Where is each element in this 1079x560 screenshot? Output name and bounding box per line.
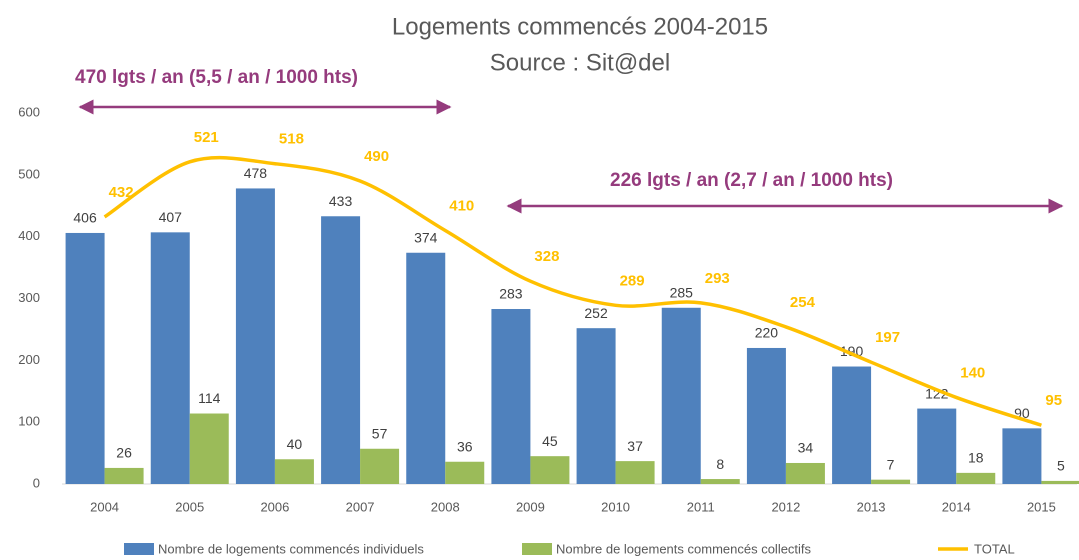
data-label: 433	[329, 193, 353, 209]
bar	[661, 307, 701, 484]
data-label: 254	[790, 294, 816, 311]
bar	[746, 347, 786, 484]
bar	[871, 479, 911, 484]
bar	[321, 216, 361, 485]
data-label: 45	[542, 433, 558, 449]
y-tick-label: 0	[33, 475, 40, 490]
annotation: 226 lgts / an (2,7 / an / 1000 hts)	[610, 170, 893, 191]
x-tick-label: 2015	[1027, 499, 1056, 514]
data-label: 521	[194, 129, 219, 146]
data-label: 197	[875, 329, 900, 346]
data-label: 518	[279, 131, 304, 148]
data-label: 8	[716, 456, 724, 472]
y-tick-label: 600	[18, 104, 40, 119]
y-tick-label: 200	[18, 352, 40, 367]
annotation: 470 lgts / an (5,5 / an / 1000 hts)	[75, 67, 358, 88]
bar	[1041, 480, 1079, 484]
data-label: 95	[1045, 392, 1062, 409]
y-tick-label: 300	[18, 290, 40, 305]
data-label: 406	[73, 210, 97, 226]
bar	[65, 232, 105, 484]
chart-subtitle: Source : Sit@del	[490, 49, 670, 76]
legend-swatch	[124, 543, 154, 555]
x-tick-label: 2010	[601, 499, 630, 514]
x-tick-label: 2013	[857, 499, 886, 514]
data-label: 410	[449, 197, 474, 214]
bar	[832, 366, 872, 484]
data-label: 114	[198, 390, 221, 406]
data-label: 57	[372, 425, 388, 441]
bar	[956, 472, 996, 484]
data-label: 5	[1057, 458, 1065, 474]
legend-label: Nombre de logements commencés individuel…	[158, 541, 424, 556]
bar	[235, 188, 275, 485]
x-tick-label: 2009	[516, 499, 545, 514]
data-label: 328	[534, 248, 559, 265]
x-tick-label: 2005	[175, 499, 204, 514]
legend-swatch	[522, 543, 552, 555]
bar	[785, 462, 825, 484]
data-label: 283	[499, 286, 523, 302]
x-tick-label: 2012	[771, 499, 800, 514]
bar	[917, 408, 957, 484]
bar	[274, 459, 314, 484]
y-tick-label: 100	[18, 414, 40, 429]
bar	[530, 456, 570, 484]
x-tick-label: 2014	[942, 499, 971, 514]
bar	[360, 448, 400, 484]
data-label: 220	[755, 325, 779, 341]
data-label: 34	[798, 440, 814, 456]
line	[103, 155, 1042, 427]
data-label: 374	[414, 229, 438, 245]
y-tick-label: 500	[18, 166, 40, 181]
data-label: 36	[457, 438, 473, 454]
y-tick-label: 400	[18, 228, 40, 243]
legend-label: Nombre de logements commencés collectifs	[556, 541, 812, 556]
bar	[406, 252, 446, 484]
data-label: 37	[627, 438, 643, 454]
x-tick-label: 2008	[431, 499, 460, 514]
legend-label: TOTAL	[974, 541, 1015, 556]
bar	[491, 309, 531, 484]
data-label: 252	[584, 305, 608, 321]
bar	[104, 467, 144, 484]
data-label: 293	[705, 270, 730, 287]
data-label: 407	[159, 209, 183, 225]
x-tick-label: 2011	[687, 499, 715, 514]
data-label: 490	[364, 148, 389, 165]
bar	[576, 328, 616, 484]
bar	[445, 461, 485, 484]
data-label: 285	[670, 284, 694, 300]
bar	[700, 479, 740, 484]
x-tick-label: 2007	[346, 499, 375, 514]
bar	[615, 461, 655, 484]
x-tick-label: 2006	[260, 499, 289, 514]
data-label: 289	[620, 272, 645, 289]
bar	[189, 413, 229, 484]
x-tick-label: 2004	[90, 499, 119, 514]
data-label: 18	[968, 450, 984, 466]
data-label: 7	[887, 456, 895, 472]
data-label: 26	[116, 445, 132, 461]
bar	[1002, 428, 1042, 484]
bar	[150, 232, 190, 484]
data-label: 432	[109, 184, 134, 201]
chart-title: Logements commencés 2004-2015	[392, 13, 768, 40]
data-label: 140	[960, 364, 985, 381]
data-label: 478	[244, 165, 268, 181]
data-label: 40	[287, 436, 303, 452]
